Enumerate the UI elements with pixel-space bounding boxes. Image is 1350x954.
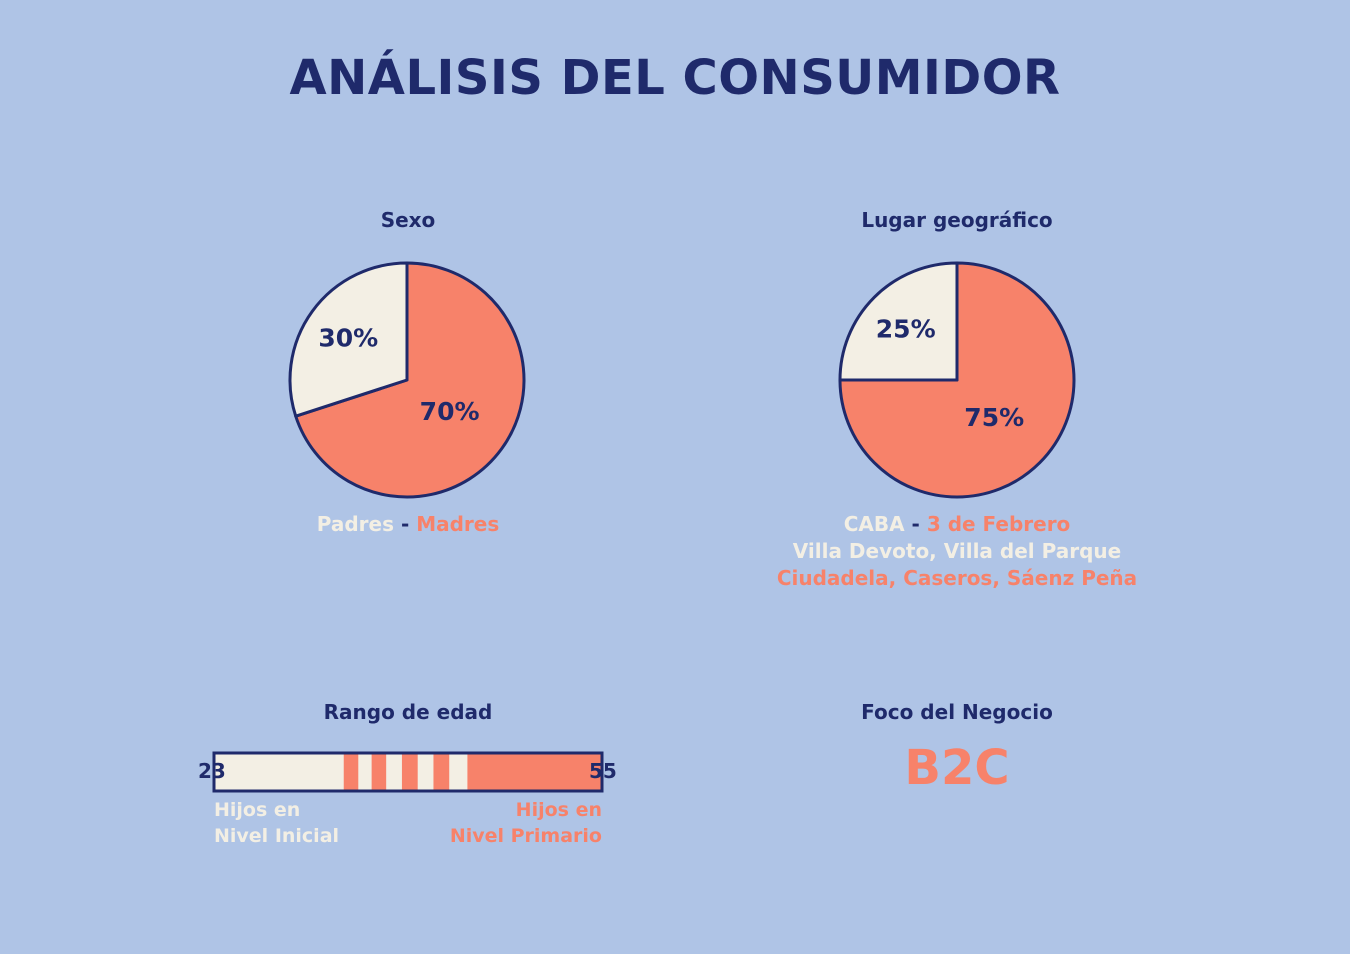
range-segment-4 (386, 753, 403, 791)
sexo-title: Sexo (380, 208, 436, 232)
legend-separator: - (904, 512, 927, 536)
pie-label-madres: 70% (420, 397, 480, 426)
lugar-legend-line2: Villa Devoto, Villa del Parque (792, 539, 1122, 563)
lugar-pie-chart: 75% 25% (838, 261, 1076, 499)
lugar-legend: CABA - 3 de Febrero Villa Devoto, Villa … (707, 511, 1207, 592)
range-left-caption: Hijos en Nivel Inicial (214, 797, 339, 849)
legend-3-de-febrero: 3 de Febrero (926, 512, 1071, 536)
legend-separator: - (393, 512, 417, 536)
range-segment-5 (401, 753, 418, 791)
pie-slice-caba (838, 261, 959, 382)
pie-label-3-de-febrero: 75% (964, 403, 1024, 432)
range-segment-0 (214, 753, 345, 791)
range-segment-9 (467, 753, 603, 791)
legend-padres: Padres (316, 512, 394, 536)
business-focus-value: B2C (904, 740, 1010, 796)
age-range-bar (212, 751, 604, 793)
pie-slice-padres (288, 261, 409, 418)
range-min-label: 23 (198, 759, 226, 783)
legend-caba: CABA (843, 512, 905, 536)
pie-label-padres: 30% (318, 323, 378, 352)
pie-slice-3-de-febrero (838, 261, 1076, 499)
range-segment-7 (433, 753, 450, 791)
range-right-caption: Hijos en Nivel Primario (402, 797, 602, 849)
lugar-legend-line3: Ciudadela, Caseros, Sáenz Peña (776, 566, 1138, 590)
range-segment-6 (417, 753, 434, 791)
foco-title: Foco del Negocio (861, 700, 1053, 724)
page-title: ANÁLISIS DEL CONSUMIDOR (289, 50, 1061, 106)
sexo-pie-chart: 70% 30% (288, 261, 526, 499)
lugar-title: Lugar geográfico (861, 208, 1053, 232)
right-caption-line1: Hijos en (515, 799, 602, 821)
range-segment-8 (449, 753, 468, 791)
range-bar-border (212, 751, 604, 793)
legend-madres: Madres (416, 512, 500, 536)
right-caption-line2: Nivel Primario (449, 825, 602, 847)
lugar-legend-line1: CABA - 3 de Febrero (707, 511, 1207, 538)
range-max-label: 55 (589, 759, 617, 783)
rango-title: Rango de edad (323, 700, 493, 724)
left-caption-line1: Hijos en (214, 799, 301, 821)
range-segment-2 (358, 753, 372, 791)
pie-label-caba: 25% (876, 315, 936, 344)
range-segment-1 (343, 753, 359, 791)
left-caption-line2: Nivel Inicial (214, 825, 340, 847)
sexo-legend: Padres - Madres (158, 511, 658, 538)
pie-slice-madres (294, 261, 526, 499)
range-segment-3 (371, 753, 387, 791)
